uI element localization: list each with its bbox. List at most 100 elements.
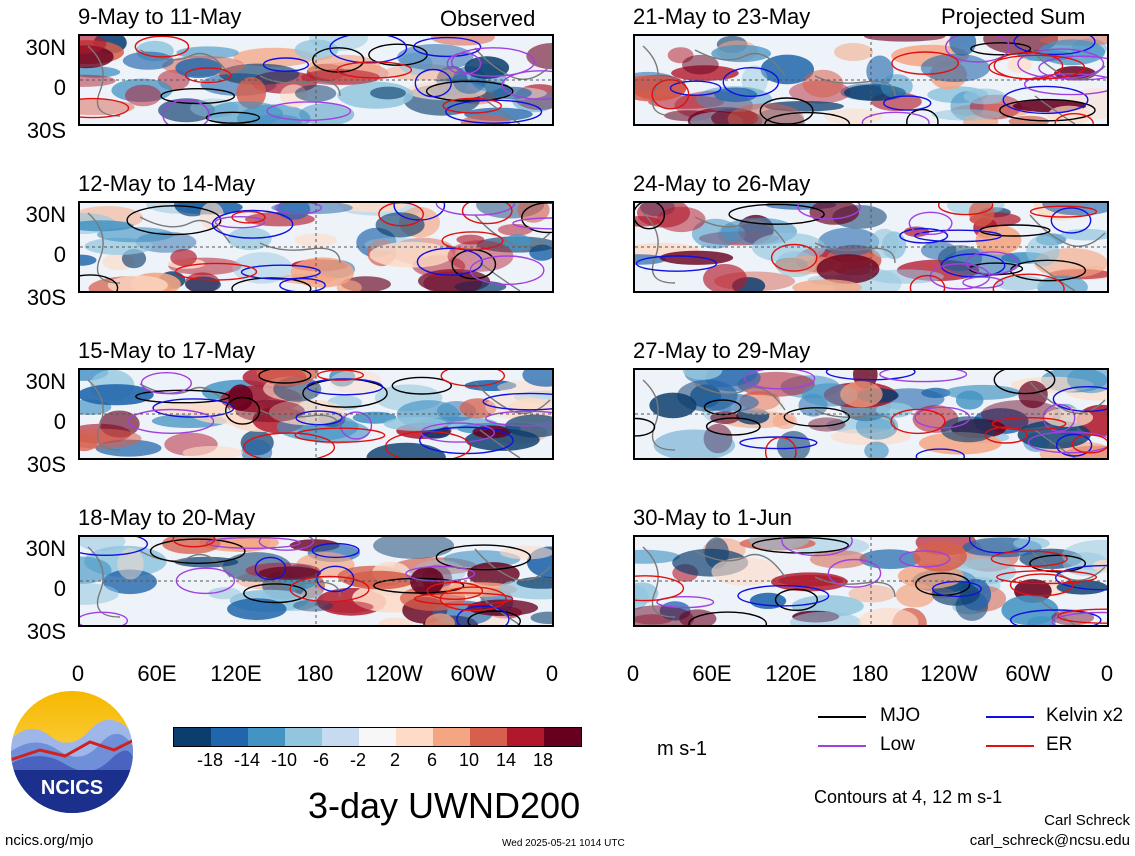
contour-line: [160, 87, 235, 105]
wind-anomaly-blob: [80, 99, 135, 116]
panel-title: 24-May to 26-May: [633, 171, 811, 196]
lat-label: 30N: [25, 202, 66, 227]
contour-line: [258, 370, 312, 384]
wind-anomaly-blob: [635, 549, 680, 564]
contour-line: [728, 203, 825, 225]
contour-line: [128, 408, 215, 434]
contour-line: [80, 611, 129, 625]
wind-anomaly-blob: [80, 384, 154, 406]
wind-anomaly-blob: [410, 567, 444, 596]
contour-line: [1050, 207, 1092, 234]
contour-line: [440, 370, 506, 387]
contour-line: [705, 417, 761, 436]
contours-note: Contours at 4, 12 m s-1: [814, 787, 1003, 807]
contour-line: [909, 274, 946, 291]
wind-anomaly-blob: [522, 370, 552, 387]
coastline: [1034, 596, 1076, 625]
contour-line: [243, 583, 307, 604]
map-panel: [633, 201, 1109, 293]
wind-anomaly-blob: [337, 203, 407, 213]
wind-anomaly-blob: [122, 51, 174, 70]
wind-anomaly-blob: [464, 56, 510, 79]
contour-line: [751, 537, 849, 554]
coastline: [814, 409, 896, 431]
contour-line: [435, 203, 516, 216]
wind-anomaly-blob: [895, 583, 935, 608]
wind-anomaly-blob: [107, 275, 168, 291]
wind-anomaly-blob: [227, 598, 287, 620]
contour-line: [439, 586, 507, 612]
wind-anomaly-blob: [864, 441, 889, 458]
lat-label: 0: [53, 75, 66, 100]
contour-line: [1054, 113, 1094, 124]
contour-line: [384, 430, 472, 458]
contour-line: [914, 406, 971, 429]
contour-line: [140, 372, 192, 395]
wind-anomaly-blob: [80, 220, 134, 232]
contour-line: [442, 97, 502, 114]
contour-line: [1057, 608, 1107, 624]
wind-anomaly-blob: [864, 36, 946, 42]
wind-anomaly-blob: [1001, 595, 1059, 625]
wind-anomaly-blob: [880, 74, 913, 99]
contour-line: [984, 426, 1028, 444]
wind-anomaly-blob: [921, 387, 951, 398]
wind-anomaly-blob: [150, 403, 226, 416]
coastline: [814, 75, 896, 97]
panel-title: 15-May to 17-May: [78, 338, 256, 363]
wind-anomaly-blob: [299, 103, 355, 124]
author-email[interactable]: carl_schreck@ncsu.edu: [969, 832, 1130, 849]
site-link[interactable]: ncics.org/mjo: [5, 832, 94, 849]
contour-line: [825, 370, 916, 381]
contour-line: [441, 231, 504, 251]
contour-line: [336, 61, 413, 79]
uwnd-field: [635, 370, 1107, 458]
contour-line: [172, 537, 216, 548]
contour-line: [274, 203, 323, 215]
wind-anomaly-blob: [1013, 537, 1050, 550]
wind-anomaly-blob: [790, 611, 862, 625]
lat-label: 0: [53, 409, 66, 434]
wind-anomaly-blob: [772, 412, 797, 430]
wind-anomaly-blob: [472, 425, 511, 439]
contour-line: [254, 556, 287, 581]
wind-anomaly-blob: [1018, 380, 1048, 409]
contour-line: [914, 229, 1003, 243]
wind-anomaly-blob: [182, 446, 244, 458]
wind-anomaly-blob: [714, 87, 758, 103]
panel-title: 30-May to 1-Jun: [633, 505, 792, 530]
wind-anomaly-blob: [117, 548, 144, 580]
contour-line: [211, 209, 294, 239]
wind-anomaly-blob: [378, 617, 413, 625]
main-title: 3-day UWND200: [308, 785, 581, 826]
ncics-logo: NCICS: [10, 690, 134, 814]
coastline: [694, 550, 786, 578]
contour-line: [969, 537, 1031, 554]
wind-anomaly-blob: [682, 370, 723, 380]
wind-anomaly-blob: [653, 429, 736, 458]
contour-line: [1029, 554, 1086, 573]
contour-line: [1023, 73, 1107, 96]
wind-anomaly-blob: [635, 605, 694, 625]
lon-label: 60W: [450, 661, 496, 686]
coastline: [139, 550, 231, 578]
wind-anomaly-blob: [840, 381, 883, 408]
contour-line: [1013, 36, 1096, 56]
colorbar-swatch: [544, 728, 581, 746]
contour-line: [737, 584, 830, 607]
wind-anomaly-blob: [293, 599, 334, 612]
wind-anomaly-blob: [80, 36, 107, 54]
wind-anomaly-blob: [170, 249, 197, 267]
wind-anomaly-blob: [80, 74, 116, 87]
coastline: [139, 216, 231, 244]
wind-anomaly-blob: [447, 240, 514, 272]
wind-anomaly-blob: [950, 559, 1017, 585]
contour-line: [879, 370, 968, 383]
legend-label-er: ER: [1046, 734, 1073, 755]
contour-line: [899, 550, 951, 568]
contour-line: [501, 70, 552, 100]
lon-label: 60E: [137, 661, 177, 686]
contour-line: [781, 537, 853, 557]
uwnd-field: [80, 537, 552, 625]
wind-anomaly-blob: [808, 417, 846, 432]
